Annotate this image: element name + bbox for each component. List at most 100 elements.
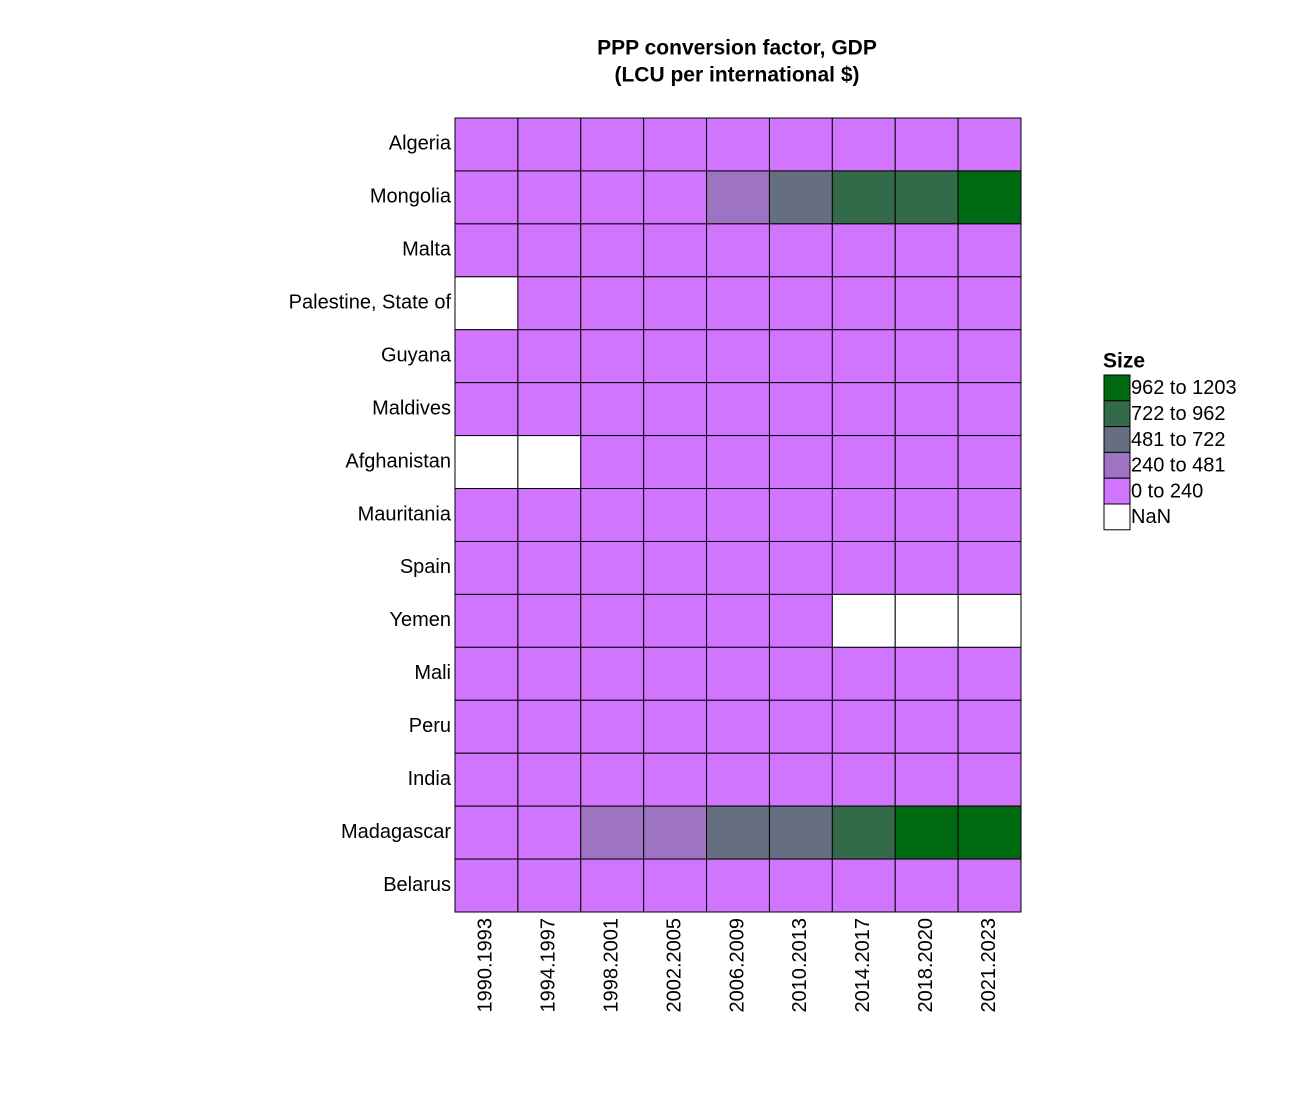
heatmap-cell: [894, 646, 959, 701]
heatmap-cell: [706, 488, 770, 542]
row-label: Malta: [402, 239, 452, 261]
heatmap-cell: [957, 646, 1022, 701]
heatmap-cell: [957, 117, 1022, 172]
heatmap-cell: [894, 593, 959, 648]
column-label: 1990.1993: [475, 918, 497, 1013]
heatmap-cell: [894, 435, 959, 490]
heatmap-cell: [517, 593, 582, 648]
heatmap-cell: [768, 646, 833, 701]
heatmap-cell: [706, 593, 770, 648]
heatmap-cell: [768, 117, 833, 172]
heatmap-cell: [894, 540, 959, 595]
heatmap-cell: [957, 699, 1022, 754]
heatmap-cell: [454, 752, 519, 807]
heatmap-cell: [706, 540, 770, 595]
heatmap-cell: [894, 699, 959, 754]
row-label: Mali: [414, 662, 451, 684]
heatmap-cell: [580, 858, 645, 913]
row-label: Madagascar: [341, 821, 451, 843]
heatmap-cell: [894, 805, 959, 860]
heatmap-cell: [517, 276, 582, 331]
heatmap-cell: [831, 646, 896, 701]
heatmap-cell: [706, 170, 770, 225]
row-label: Belarus: [383, 874, 451, 896]
heatmap-cell: [768, 540, 833, 595]
heatmap-cell: [517, 805, 582, 860]
heatmap-cell: [894, 488, 959, 542]
heatmap-cell: [957, 223, 1022, 278]
heatmap-cell: [580, 593, 645, 648]
row-label: Peru: [409, 715, 451, 737]
heatmap-cell: [580, 435, 645, 490]
heatmap-cell: [706, 223, 770, 278]
heatmap-cell: [517, 488, 582, 542]
heatmap-cell: [957, 329, 1022, 384]
heatmap-cell: [831, 329, 896, 384]
heatmap-cell: [517, 646, 582, 701]
heatmap-cell: [894, 329, 959, 384]
heatmap-cell: [831, 435, 896, 490]
heatmap-cell: [517, 699, 582, 754]
heatmap-cell: [580, 699, 645, 754]
legend-swatch: [1103, 503, 1131, 531]
heatmap-cell: [580, 752, 645, 807]
legend-swatch: [1103, 426, 1131, 453]
row-label: Afghanistan: [345, 450, 451, 472]
heatmap-cell: [643, 117, 708, 172]
heatmap-cell: [957, 858, 1022, 913]
heatmap-cell: [894, 382, 959, 437]
column-label: 2018.2020: [915, 918, 937, 1013]
heatmap-cell: [831, 117, 896, 172]
heatmap-cell: [454, 329, 519, 384]
heatmap-cell: [580, 276, 645, 331]
heatmap-cell: [768, 276, 833, 331]
chart-subtitle: (LCU per international $): [614, 64, 859, 87]
heatmap-cell: [517, 170, 582, 225]
heatmap-cell: [957, 593, 1022, 648]
heatmap-cell: [957, 435, 1022, 490]
heatmap-cell: [580, 117, 645, 172]
legend-swatch: [1103, 451, 1131, 479]
heatmap-cell: [643, 382, 708, 437]
legend-label: 0 to 240: [1131, 480, 1203, 502]
heatmap-cell: [517, 858, 582, 913]
legend-label: 481 to 722: [1131, 429, 1226, 451]
row-label: Maldives: [372, 397, 451, 419]
heatmap-cell: [454, 117, 519, 172]
row-label: Mongolia: [370, 186, 452, 208]
heatmap-cell: [517, 540, 582, 595]
heatmap-cell: [706, 805, 770, 860]
legend-swatch: [1103, 477, 1131, 505]
heatmap-cell: [643, 646, 708, 701]
heatmap-cell: [894, 276, 959, 331]
heatmap-cell: [580, 805, 645, 860]
heatmap-cell: [894, 170, 959, 225]
row-label: Spain: [400, 556, 451, 578]
heatmap-cell: [454, 170, 519, 225]
row-label: Mauritania: [358, 503, 452, 525]
heatmap-cell: [643, 752, 708, 807]
column-label: 2010.2013: [789, 918, 811, 1013]
heatmap-cell: [454, 488, 519, 542]
heatmap-cell: [580, 170, 645, 225]
heatmap-cell: [768, 805, 833, 860]
row-label: Yemen: [389, 609, 451, 631]
heatmap-cell: [643, 488, 708, 542]
heatmap-cell: [643, 223, 708, 278]
heatmap-cell: [706, 752, 770, 807]
heatmap-cell: [894, 117, 959, 172]
heatmap-cell: [831, 858, 896, 913]
heatmap-cell: [831, 699, 896, 754]
heatmap-cell: [706, 699, 770, 754]
heatmap-cell: [643, 276, 708, 331]
heatmap-cell: [517, 435, 582, 490]
heatmap-cell: [768, 170, 833, 225]
heatmap-cell: [768, 382, 833, 437]
heatmap-cell: [580, 646, 645, 701]
heatmap-cell: [831, 382, 896, 437]
heatmap-cell: [957, 540, 1022, 595]
heatmap-cell: [643, 329, 708, 384]
column-label: 2002.2005: [663, 918, 685, 1013]
heatmap-cell: [706, 646, 770, 701]
heatmap-cell: [517, 382, 582, 437]
